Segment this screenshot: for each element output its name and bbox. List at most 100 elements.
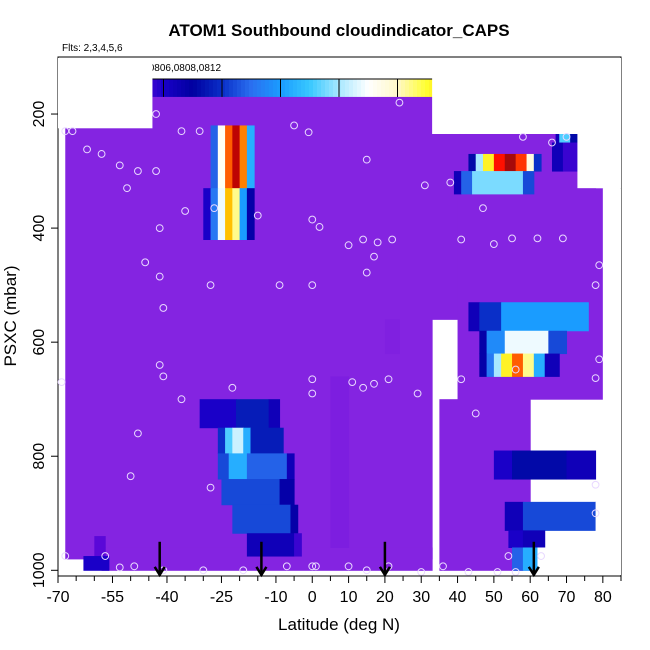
heatmap-cell [210,125,219,189]
heatmap-cell [479,353,488,377]
flight-point [275,281,284,290]
flight-point [315,223,324,231]
flight-point [479,204,487,213]
no-data-region [577,58,621,189]
heatmap-cell [286,453,295,480]
flight-point [457,235,466,244]
heatmap-cell [522,501,597,531]
flight-point [253,211,262,220]
heatmap-cell [515,153,528,172]
heatmap-cell [246,533,295,557]
flight-point [159,304,168,312]
x-tick-label: 70 [558,589,576,606]
heatmap-cell [522,530,546,548]
heatmap-cell [246,453,288,480]
flight-point [308,389,317,398]
heatmap-cell [533,353,546,377]
chart-title: ATOM1 Southbound cloudindicator_CAPS [168,21,509,40]
heatmap-cell [243,427,252,454]
x-tick-label: 40 [449,589,467,606]
flight-point [362,155,371,164]
heatmap-cell [217,188,226,241]
heatmap-cell [472,171,524,195]
heatmap-cell [225,188,233,241]
flight-point [239,566,248,575]
heatmap-cell [232,504,291,534]
y-axis: 200 400 600 800 1000 [31,101,58,588]
flight-point [115,563,124,572]
flight-point [359,383,368,392]
heatmap-cell [246,188,255,241]
flight-point [591,281,600,290]
x-tick-label: 20 [376,589,394,606]
arrow-head [527,566,540,578]
flight-point [123,184,131,193]
heatmap-cell [504,501,524,531]
heatmap-cell [330,376,350,548]
x-tick-label: 60 [521,589,539,606]
flight-point [130,562,139,571]
heatmap-cell [235,399,270,429]
flight-point [115,161,124,170]
y-tick-label: 1000 [31,552,48,588]
flight-point [373,238,382,247]
flight-point [533,234,542,243]
flight-point [177,127,186,136]
heatmap-cell [512,353,524,377]
heatmap-cell [246,125,255,189]
flight-point [344,241,353,250]
heatmap-cell [501,353,513,377]
heatmap-cell [461,171,473,195]
flight-point [370,379,378,388]
flight-point [489,240,498,248]
x-tick-label: -40 [155,589,178,606]
heatmap-cell [504,330,549,355]
heatmap-cell [83,556,110,571]
flight-point [308,562,317,571]
no-data-region [58,58,153,129]
flight-point [155,272,164,281]
y-tick-label: 400 [31,215,48,242]
flight-point [519,132,527,141]
heatmap-cell [493,353,502,377]
flight-point [413,389,422,398]
heatmap-cell [203,188,212,241]
x-tick-label: -70 [46,589,69,606]
flight-point [504,552,513,560]
flight-point [359,235,368,244]
x-tick-label: -25 [210,589,233,606]
flight-point [562,132,571,141]
flight-point [591,509,600,518]
x-axis-label: Latitude (deg N) [278,615,400,634]
flight-point [181,207,190,215]
flight-point [228,383,237,392]
flight-point [558,234,567,243]
heatmap-cell [228,453,248,480]
y-tick-label: 800 [31,443,48,470]
heatmap-cell [486,330,506,355]
heatmap-cell [268,399,281,429]
heatmap-cell [239,125,248,189]
flight-point [290,121,298,130]
no-data-region [602,188,621,575]
heatmap-cell [526,153,535,172]
flight-point [134,167,142,175]
heatmap-cell [570,125,578,144]
x-tick-label: 50 [485,589,503,606]
flight-point [210,204,219,213]
arrow-head [378,566,391,578]
y-axis-label: PSXC (mbar) [1,265,20,366]
flight-point [417,568,426,576]
heatmap-cell [562,142,578,172]
flight-point [511,365,520,374]
flight-point [152,167,160,175]
heatmap-cell [501,302,589,332]
heatmap-cell [493,450,513,480]
heatmap-cell [548,330,568,355]
heatmap-cell [512,547,524,571]
heatmap-cell [294,533,302,557]
heatmap-cell [479,302,502,332]
flight-point [126,472,135,481]
heatmap-cell [522,353,535,377]
